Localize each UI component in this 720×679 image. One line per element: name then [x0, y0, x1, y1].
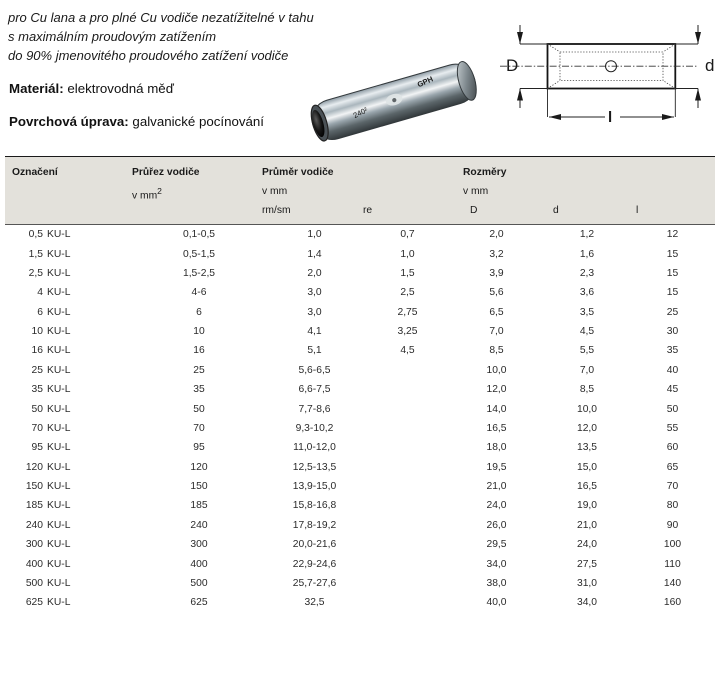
svg-text:D: D: [506, 56, 518, 75]
svg-text:l: l: [608, 109, 612, 126]
svg-text:d: d: [705, 56, 714, 75]
